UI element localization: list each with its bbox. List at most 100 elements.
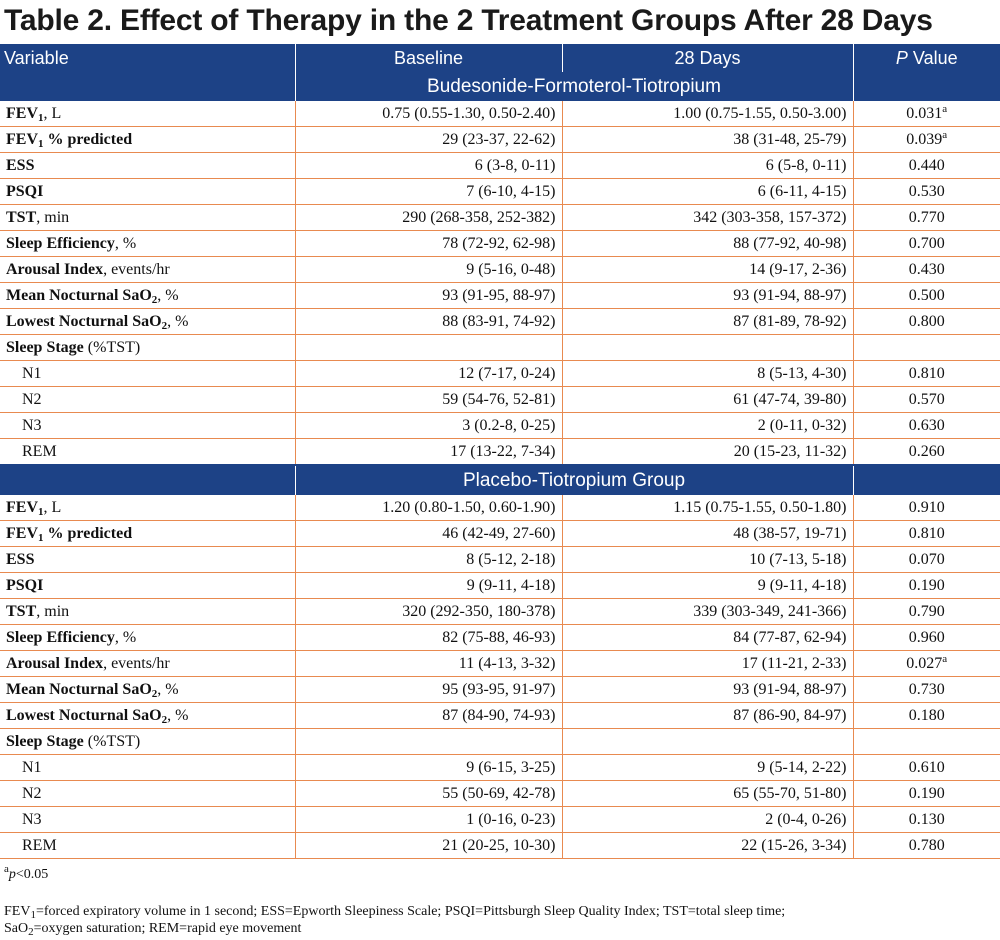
- row-label: N2: [0, 780, 296, 807]
- baseline-value: 290 (268-358, 252-382): [295, 204, 563, 231]
- baseline-value: 1 (0-16, 0-23): [295, 806, 563, 833]
- row-label: N1: [0, 360, 296, 387]
- baseline-value: 87 (84-90, 74-93): [295, 702, 563, 729]
- baseline-value: 7 (6-10, 4-15): [295, 178, 563, 205]
- p-value: 0.530: [853, 178, 1000, 205]
- p-value: 0.190: [853, 572, 1000, 599]
- footnote-abbreviations: FEV1=forced expiratory volume in 1 secon…: [4, 904, 786, 938]
- row-label: FEV1 % predicted: [0, 126, 296, 153]
- day28-value: 17 (11-21, 2-33): [562, 650, 854, 677]
- p-value: 0.500: [853, 282, 1000, 309]
- header-variable: Variable: [0, 44, 296, 72]
- p-value: 0.700: [853, 230, 1000, 257]
- table-row: FEV1 % predicted 29 (23-37, 22-62) 38 (31-…: [0, 126, 1000, 153]
- row-label: Arousal Index, events/hr: [0, 650, 296, 677]
- row-label: Lowest Nocturnal SaO2, %: [0, 308, 296, 335]
- p-value: 0.810: [853, 360, 1000, 387]
- row-label: Sleep Efficiency, %: [0, 230, 296, 257]
- day28-value: 8 (5-13, 4-30): [562, 360, 854, 387]
- baseline-value: 11 (4-13, 3-32): [295, 650, 563, 677]
- footnote-significance: ap<0.05: [4, 863, 49, 883]
- table-row: Lowest Nocturnal SaO2, % 87 (84-90, 74-93…: [0, 702, 1000, 729]
- table-row: TST, min 320 (292-350, 180-378) 339 (303-3…: [0, 598, 1000, 625]
- p-value: 0.770: [853, 204, 1000, 231]
- group-header-spacer: [0, 72, 296, 101]
- day28-value: 84 (77-87, 62-94): [562, 624, 854, 651]
- baseline-value: 17 (13-22, 7-34): [295, 438, 563, 466]
- day28-value: 1.00 (0.75-1.55, 0.50-3.00): [562, 101, 854, 127]
- baseline-value: 12 (7-17, 0-24): [295, 360, 563, 387]
- day28-value: 9 (5-14, 2-22): [562, 754, 854, 781]
- table-row: REM 21 (20-25, 10-30) 22 (15-26, 3-34) 0.78…: [0, 832, 1000, 859]
- table-row: N1 9 (6-15, 3-25) 9 (5-14, 2-22) 0.610: [0, 754, 1000, 781]
- table-row: ESS 6 (3-8, 0-11) 6 (5-8, 0-11) 0.440: [0, 152, 1000, 179]
- baseline-value: 29 (23-37, 22-62): [295, 126, 563, 153]
- baseline-value: 320 (292-350, 180-378): [295, 598, 563, 625]
- row-label: Mean Nocturnal SaO2, %: [0, 676, 296, 703]
- p-value: 0.810: [853, 520, 1000, 547]
- table-row: Sleep Efficiency, % 82 (75-88, 46-93) 84 (…: [0, 624, 1000, 651]
- day28-value: 2 (0-11, 0-32): [562, 412, 854, 439]
- p-value: 0.730: [853, 676, 1000, 703]
- significance-marker: a: [942, 129, 948, 141]
- group-name: Budesonide-Formoterol-Tiotropium: [295, 72, 854, 101]
- row-label: N3: [0, 806, 296, 833]
- table-row: FEV1, L 1.20 (0.80-1.50, 0.60-1.90) 1.15 (…: [0, 495, 1000, 521]
- sleep-stage-heading-row: Sleep Stage (%TST): [0, 334, 1000, 361]
- day28-value: 1.15 (0.75-1.55, 0.50-1.80): [562, 495, 854, 521]
- group-header-spacer: [853, 464, 1000, 495]
- p-value: 0.070: [853, 546, 1000, 573]
- row-label: REM: [0, 832, 296, 859]
- row-label: FEV1, L: [0, 495, 296, 521]
- table-title: Table 2. Effect of Therapy in the 2 Trea…: [4, 4, 933, 37]
- p-value: 0.800: [853, 308, 1000, 335]
- day28-value: 61 (47-74, 39-80): [562, 386, 854, 413]
- group-header-row: Budesonide-Formoterol-Tiotropium: [0, 72, 1000, 101]
- row-label: Mean Nocturnal SaO2, %: [0, 282, 296, 309]
- empty-cell: [295, 728, 563, 755]
- group-header-spacer: [853, 72, 1000, 101]
- day28-value: 14 (9-17, 2-36): [562, 256, 854, 283]
- header-row: Variable Baseline 28 Days P Value: [0, 44, 1000, 72]
- row-label: Sleep Stage (%TST): [0, 334, 296, 361]
- table-row: ESS 8 (5-12, 2-18) 10 (7-13, 5-18) 0.070: [0, 546, 1000, 573]
- group-header-row: Placebo-Tiotropium Group: [0, 464, 1000, 495]
- p-value: 0.027a: [853, 650, 1000, 677]
- day28-value: 22 (15-26, 3-34): [562, 832, 854, 859]
- p-value: 0.960: [853, 624, 1000, 651]
- baseline-value: 0.75 (0.55-1.30, 0.50-2.40): [295, 101, 563, 127]
- row-label: REM: [0, 438, 296, 466]
- empty-cell: [853, 334, 1000, 361]
- header-28-days: 28 Days: [562, 44, 854, 72]
- header-baseline: Baseline: [295, 44, 563, 72]
- day28-value: 93 (91-94, 88-97): [562, 282, 854, 309]
- day28-value: 2 (0-4, 0-26): [562, 806, 854, 833]
- day28-value: 6 (5-8, 0-11): [562, 152, 854, 179]
- baseline-value: 3 (0.2-8, 0-25): [295, 412, 563, 439]
- table-row: Arousal Index, events/hr 9 (5-16, 0-48) 14…: [0, 256, 1000, 283]
- day28-value: 10 (7-13, 5-18): [562, 546, 854, 573]
- p-value: 0.780: [853, 832, 1000, 859]
- row-label: FEV1, L: [0, 101, 296, 127]
- table-row: FEV1, L 0.75 (0.55-1.30, 0.50-2.40) 1.00 (…: [0, 101, 1000, 127]
- baseline-value: 93 (91-95, 88-97): [295, 282, 563, 309]
- baseline-value: 55 (50-69, 42-78): [295, 780, 563, 807]
- baseline-value: 9 (9-11, 4-18): [295, 572, 563, 599]
- baseline-value: 21 (20-25, 10-30): [295, 832, 563, 859]
- group-name: Placebo-Tiotropium Group: [295, 464, 854, 495]
- day28-value: 93 (91-94, 88-97): [562, 676, 854, 703]
- p-value: 0.260: [853, 438, 1000, 466]
- row-label: N1: [0, 754, 296, 781]
- results-table: Variable Baseline 28 Days P Value Budeso…: [0, 44, 1000, 859]
- empty-cell: [853, 728, 1000, 755]
- baseline-value: 88 (83-91, 74-92): [295, 308, 563, 335]
- day28-value: 65 (55-70, 51-80): [562, 780, 854, 807]
- table-row: TST, min 290 (268-358, 252-382) 342 (303-3…: [0, 204, 1000, 231]
- sleep-stage-heading-row: Sleep Stage (%TST): [0, 728, 1000, 755]
- day28-value: 48 (38-57, 19-71): [562, 520, 854, 547]
- row-label: Sleep Stage (%TST): [0, 728, 296, 755]
- p-value: 0.610: [853, 754, 1000, 781]
- row-label: N2: [0, 386, 296, 413]
- table-row: N1 12 (7-17, 0-24) 8 (5-13, 4-30) 0.810: [0, 360, 1000, 387]
- table-row: N2 55 (50-69, 42-78) 65 (55-70, 51-80) 0.19…: [0, 780, 1000, 807]
